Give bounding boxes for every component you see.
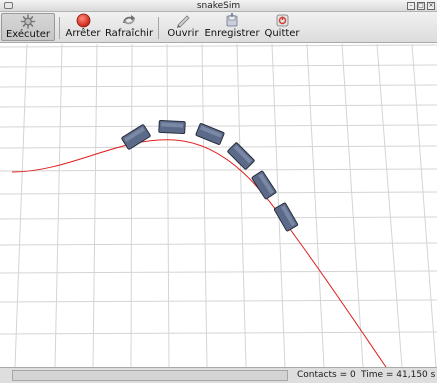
snake-segment	[273, 202, 299, 232]
refresh-button[interactable]: Rafraîchir	[104, 13, 154, 41]
window-title: snakeSim	[196, 1, 241, 11]
snake-segment	[158, 119, 186, 135]
floor-grid	[0, 44, 437, 367]
snake-segment	[227, 142, 255, 170]
stop-label: Arrêter	[65, 28, 101, 39]
refresh-icon	[120, 13, 138, 28]
gear-icon	[19, 14, 37, 29]
execute-button[interactable]: Exécuter	[1, 13, 55, 41]
maximize-icon[interactable]: □	[417, 2, 425, 10]
minimize-icon[interactable]: –	[407, 2, 415, 10]
trajectory-path	[11, 139, 387, 367]
quit-icon	[273, 13, 291, 28]
snake-segment	[251, 170, 277, 200]
execute-label: Exécuter	[5, 29, 51, 40]
stop-icon	[74, 13, 92, 28]
toolbar: Exécuter Arrêter Rafraîchir	[0, 12, 437, 43]
window-controls: – □ ×	[407, 2, 435, 10]
toolbar-separator	[59, 17, 60, 39]
save-label: Enregistrer	[204, 28, 260, 39]
open-label: Ouvrir	[167, 28, 199, 39]
time-readout: Time = 41,150 s	[361, 370, 436, 380]
title-bar: snakeSim – □ ×	[0, 0, 437, 12]
window-menu-icon[interactable]	[4, 2, 13, 9]
quit-button[interactable]: Quitter	[262, 13, 302, 41]
snake-segment	[121, 124, 151, 150]
open-button[interactable]: Ouvrir	[165, 13, 201, 41]
snake-segment	[195, 123, 225, 145]
open-icon	[174, 13, 192, 28]
quit-label: Quitter	[264, 28, 300, 39]
contacts-readout: Contacts = 0	[297, 370, 356, 380]
save-icon	[223, 13, 241, 28]
close-icon[interactable]: ×	[427, 2, 435, 10]
save-button[interactable]: Enregistrer	[204, 13, 260, 41]
status-bar: Contacts = 0 Time = 41,150 s	[0, 367, 437, 383]
status-message-panel	[12, 370, 288, 381]
simulation-viewport[interactable]	[0, 44, 437, 367]
toolbar-separator	[158, 17, 159, 39]
refresh-label: Rafraîchir	[104, 28, 154, 39]
snake-robot	[121, 119, 299, 232]
stop-button[interactable]: Arrêter	[63, 13, 103, 41]
simulation-canvas	[0, 44, 437, 367]
